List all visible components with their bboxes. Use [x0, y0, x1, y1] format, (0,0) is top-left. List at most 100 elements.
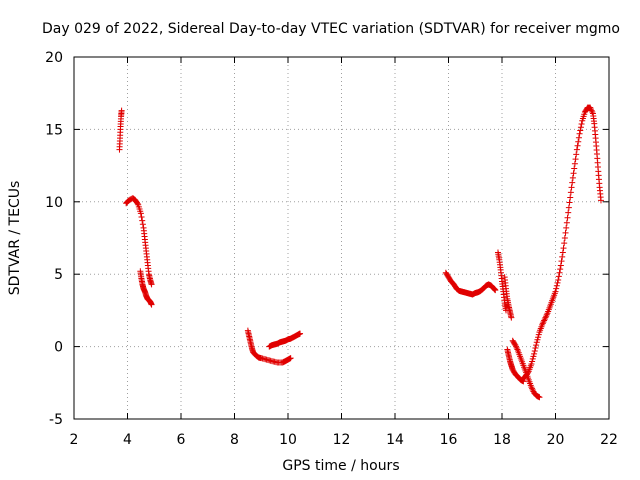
- data-point: [559, 249, 566, 256]
- x-tick-label: 2: [70, 432, 79, 448]
- axis-ticks: 2 4 6 8 10 12 14 16 18 20 22 -5 0 5 10 15 20: [45, 50, 618, 448]
- data-point: [569, 179, 576, 186]
- data-point: [587, 104, 594, 111]
- x-tick-label: 12: [333, 432, 351, 448]
- data-point: [528, 384, 535, 391]
- data-points: [116, 104, 604, 401]
- data-point: [514, 346, 521, 353]
- data-point: [572, 156, 579, 163]
- x-tick-label: 10: [279, 432, 297, 448]
- data-point: [134, 200, 141, 207]
- data-point: [540, 318, 547, 325]
- data-point: [529, 387, 536, 394]
- data-point: [138, 214, 145, 221]
- data-point: [535, 331, 542, 338]
- data-point: [560, 245, 567, 252]
- data-point: [558, 258, 565, 265]
- data-point: [567, 189, 574, 196]
- data-point: [137, 210, 144, 217]
- data-point: [571, 165, 578, 172]
- data-point: [557, 262, 564, 269]
- data-point: [536, 394, 543, 401]
- y-tick-label: 5: [54, 267, 63, 283]
- x-tick-label: 22: [600, 432, 618, 448]
- data-point: [531, 347, 538, 354]
- data-point: [563, 224, 570, 231]
- data-point: [561, 240, 568, 247]
- data-point: [533, 339, 540, 346]
- data-point: [566, 199, 573, 206]
- data-point: [541, 317, 548, 324]
- data-point: [139, 217, 146, 224]
- x-tick-label: 16: [440, 432, 458, 448]
- data-point: [562, 229, 569, 236]
- data-point: [554, 279, 561, 286]
- y-tick-label: 20: [45, 50, 63, 66]
- data-point: [565, 209, 572, 216]
- data-point: [588, 107, 595, 114]
- x-tick-label: 6: [177, 432, 186, 448]
- data-point: [287, 355, 294, 362]
- grid-lines: [74, 57, 609, 419]
- data-point: [555, 276, 562, 283]
- data-point: [118, 107, 125, 114]
- data-point: [557, 266, 564, 273]
- data-point: [539, 320, 546, 327]
- data-point: [148, 301, 155, 308]
- y-axis-label: SDTVAR / TECUs: [7, 181, 23, 296]
- data-point: [531, 350, 538, 357]
- data-point: [139, 221, 146, 228]
- data-point: [552, 288, 559, 295]
- data-point: [513, 343, 520, 350]
- data-point: [571, 160, 578, 167]
- data-point: [589, 109, 596, 116]
- data-point: [561, 235, 568, 241]
- x-tick-label: 8: [230, 432, 239, 448]
- data-point: [297, 330, 304, 337]
- data-point: [512, 342, 519, 349]
- data-point: [492, 287, 499, 294]
- data-point: [535, 334, 542, 341]
- chart-title: Day 029 of 2022, Sidereal Day-to-day VTE…: [42, 21, 620, 37]
- x-tick-label: 20: [547, 432, 565, 448]
- data-point: [573, 146, 580, 153]
- data-point: [529, 355, 536, 362]
- data-point: [559, 253, 566, 260]
- data-point: [511, 341, 518, 348]
- data-point: [578, 120, 585, 127]
- x-axis-label: GPS time / hours: [282, 458, 399, 474]
- data-point: [556, 269, 563, 276]
- data-point: [508, 314, 515, 321]
- data-point: [528, 360, 535, 367]
- data-point: [587, 106, 594, 113]
- data-point: [525, 369, 532, 376]
- data-point: [576, 130, 583, 137]
- data-point: [575, 138, 582, 145]
- data-point: [573, 151, 580, 158]
- data-point: [568, 184, 575, 191]
- y-tick-label: 0: [54, 340, 63, 356]
- data-point: [564, 214, 571, 221]
- data-point: [533, 342, 540, 349]
- y-tick-label: 10: [45, 195, 63, 211]
- data-point: [532, 345, 539, 352]
- data-point: [543, 311, 550, 318]
- data-point: [577, 124, 584, 131]
- data-point: [597, 197, 604, 204]
- data-point: [543, 313, 550, 320]
- data-point: [534, 336, 541, 343]
- data-point: [148, 281, 155, 288]
- data-point: [542, 314, 549, 321]
- data-point: [553, 282, 560, 289]
- data-point: [569, 174, 576, 181]
- data-point: [575, 134, 582, 141]
- y-tick-label: -5: [49, 412, 63, 428]
- data-point: [541, 316, 548, 323]
- x-tick-label: 4: [123, 432, 132, 448]
- data-point: [529, 385, 536, 392]
- data-point: [555, 273, 562, 280]
- x-tick-label: 14: [386, 432, 404, 448]
- data-point: [565, 204, 572, 211]
- data-point: [570, 170, 577, 177]
